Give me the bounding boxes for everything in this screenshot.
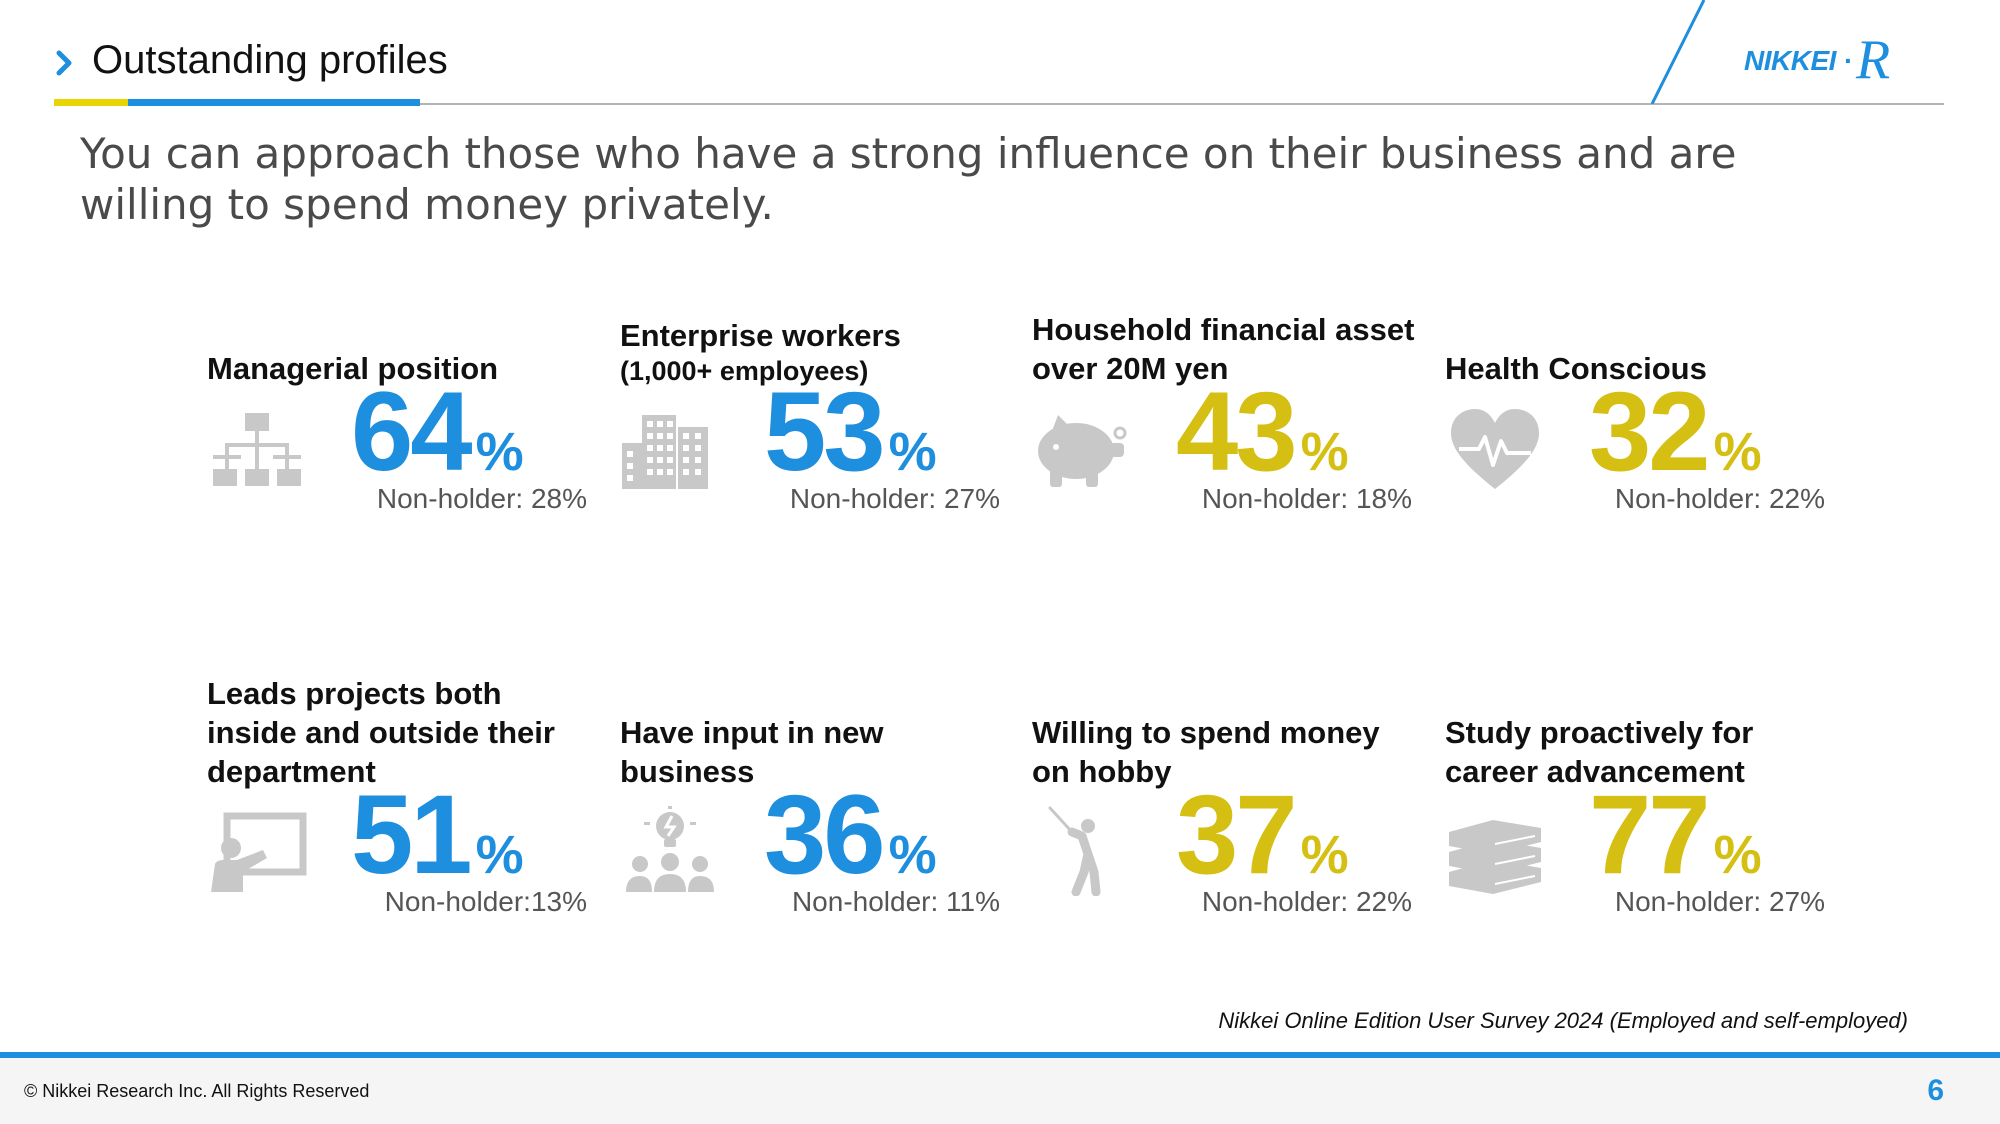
stat-card-new-business-input: Have input in new business 36% Non-holde… xyxy=(620,671,1000,971)
buildings-icon xyxy=(622,415,708,489)
header-divider xyxy=(420,103,1944,105)
stat-label: Study proactively for career advancement xyxy=(1445,715,1754,789)
title-underline-accent xyxy=(54,99,128,106)
stat-value: 53% xyxy=(764,369,937,494)
stat-label: Willing to spend money on hobby xyxy=(1032,715,1380,789)
chevron-right-icon xyxy=(56,50,72,76)
golfer-icon xyxy=(1048,806,1101,896)
header-slash-decoration xyxy=(1650,0,1706,104)
page-number: 6 xyxy=(1927,1074,1944,1107)
stat-label: Household financial asset over 20M yen xyxy=(1032,312,1415,386)
source-note: Nikkei Online Edition User Survey 2024 (… xyxy=(1218,1008,1908,1033)
stat-value: 77% xyxy=(1589,772,1762,897)
team-idea-icon xyxy=(626,806,714,892)
non-holder-value: Non-holder: 22% xyxy=(1201,886,1412,917)
stat-value: 51% xyxy=(351,772,524,897)
stat-card-career-study: Study proactively for career advancement… xyxy=(1445,671,1825,971)
stat-value: 64% xyxy=(351,369,524,494)
non-holder-value: Non-holder: 11% xyxy=(791,886,1000,917)
stat-value: 36% xyxy=(764,772,937,897)
stat-label: Leads projects both inside and outside t… xyxy=(207,676,555,789)
presenter-board-icon xyxy=(211,812,307,892)
nikkei-r-logo: NIKKEI · R xyxy=(1742,28,1912,91)
stat-value: 43% xyxy=(1176,369,1349,494)
page-title: Outstanding profiles xyxy=(92,38,448,82)
non-holder-value: Non-holder: 22% xyxy=(1614,483,1825,514)
non-holder-value: Non-holder:13% xyxy=(384,886,587,917)
org-chart-icon xyxy=(213,413,301,486)
non-holder-value: Non-holder: 27% xyxy=(789,483,1000,514)
non-holder-value: Non-holder: 27% xyxy=(1614,886,1825,917)
stat-card-leads-projects: Leads projects both inside and outside t… xyxy=(207,671,587,971)
svg-text:R: R xyxy=(1855,29,1890,84)
stat-card-enterprise-workers: Enterprise workers (1,000+ employees) 53%… xyxy=(620,268,1000,568)
stat-card-managerial-position: Managerial position 64% Non-holder: 28% xyxy=(207,268,587,568)
stat-card-hobby-spending: Willing to spend money on hobby 37% Non-… xyxy=(1032,671,1412,971)
svg-text:NIKKEI: NIKKEI xyxy=(1744,45,1838,76)
stat-label: Health Conscious xyxy=(1445,351,1707,386)
stat-label: Managerial position xyxy=(207,351,499,386)
stat-label: Enterprise workers (1,000+ employees) xyxy=(620,318,901,386)
stat-label: Have input in new business xyxy=(620,715,884,789)
non-holder-value: Non-holder: 28% xyxy=(376,483,587,514)
copyright: © Nikkei Research Inc. All Rights Reserv… xyxy=(24,1081,370,1101)
title-underline xyxy=(128,99,420,106)
stat-card-health-conscious: Health Conscious 32% Non-holder: 22% xyxy=(1445,268,1825,568)
heart-pulse-icon xyxy=(1451,409,1539,489)
headline: You can approach those who have a strong… xyxy=(80,129,1737,229)
stat-value: 37% xyxy=(1176,772,1349,897)
non-holder-value: Non-holder: 18% xyxy=(1201,483,1412,514)
stat-card-household-financial-asset: Household financial asset over 20M yen 4… xyxy=(1032,268,1414,568)
piggy-bank-icon xyxy=(1038,415,1127,487)
footer xyxy=(0,1058,2000,1124)
svg-text:·: · xyxy=(1844,45,1853,76)
books-icon xyxy=(1449,820,1541,894)
footer-divider xyxy=(0,1052,2000,1058)
stat-value: 32% xyxy=(1589,369,1762,494)
